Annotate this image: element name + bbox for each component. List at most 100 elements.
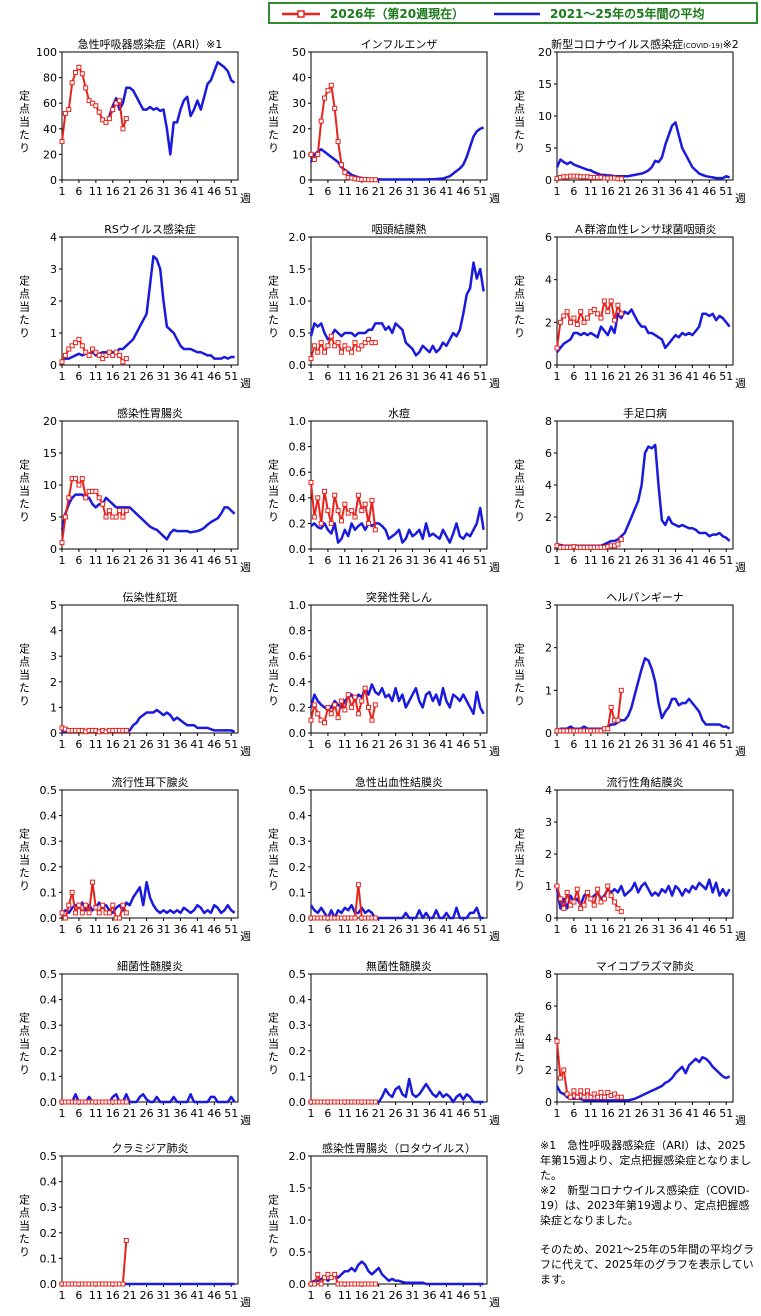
y-tick-label: 0.4 [289, 492, 307, 505]
y-tick-label: 0 [545, 1096, 552, 1109]
y-tick-label: 1.0 [289, 415, 307, 428]
data-point [554, 1038, 560, 1044]
y-axis-label: 定点当たり [267, 1193, 280, 1259]
chart-title-text: ヘルパンギーナ [606, 591, 684, 604]
y-tick-label: 4 [545, 479, 552, 492]
y-tick-label: 15 [538, 78, 552, 91]
data-point [342, 169, 348, 175]
y-tick-label: 0.6 [289, 650, 307, 663]
data-point [591, 1091, 597, 1097]
data-point [598, 315, 604, 321]
chart-title: ヘルパンギーナ [606, 591, 684, 604]
data-point [345, 346, 351, 352]
data-point [328, 82, 334, 88]
plot-frame [556, 236, 734, 366]
series-line-avg [60, 493, 236, 541]
data-point [113, 514, 119, 520]
x-tick-label: 51 [224, 738, 238, 751]
data-point [352, 340, 358, 346]
data-point [605, 1089, 611, 1095]
x-tick-label: 41 [190, 923, 204, 936]
x-axis-label: 週 [735, 561, 746, 574]
x-tick-label: 21 [123, 370, 137, 383]
chart-title-text: クラミジア肺炎 [112, 1142, 189, 1155]
chart-title-text: 無菌性髄膜炎 [366, 959, 432, 973]
footnote-3: そのため、2021～25年の5年間の平均グラフに代えて、2025年のグラフを表示… [540, 1243, 754, 1286]
chart-title: 感染性胃腸炎（ロタウイルス） [322, 1141, 476, 1155]
x-tick-label: 36 [173, 738, 187, 751]
plot-frame [61, 1155, 239, 1285]
data-point [608, 893, 614, 899]
data-point [79, 910, 85, 916]
data-point [117, 508, 123, 514]
data-point [355, 492, 361, 498]
data-point [601, 896, 607, 902]
x-tick-label: 41 [439, 738, 453, 751]
data-point [322, 488, 328, 494]
x-tick-label: 6 [570, 1107, 577, 1120]
chart-title-text: 感染性胃腸炎（ロタウイルス） [322, 1141, 476, 1155]
x-tick-label: 16 [601, 1107, 615, 1120]
y-tick-label: 0.2 [289, 701, 307, 714]
y-tick-label: 0.0 [289, 359, 307, 372]
x-tick-label: 16 [106, 923, 120, 936]
x-tick-label: 1 [308, 738, 315, 751]
x-tick-label: 6 [324, 185, 331, 198]
plot-frame [61, 236, 239, 366]
x-tick-label: 36 [173, 1107, 187, 1120]
data-point [123, 356, 129, 362]
chart-title: Ａ群溶血性レンサ球菌咽頭炎 [574, 222, 717, 236]
chart-title-small: (COVID-19) [683, 42, 723, 50]
data-point [605, 309, 611, 315]
chart-title: 細菌性髄膜炎 [117, 959, 183, 973]
y-tick-label: 0.3 [40, 1201, 58, 1214]
legend-current-marker [297, 10, 305, 18]
x-tick-label: 21 [372, 923, 386, 936]
chart-title: クラミジア肺炎 [112, 1142, 189, 1155]
data-point [342, 343, 348, 349]
chart-title-note: ※2 [723, 38, 739, 51]
y-tick-label: 4 [50, 625, 57, 638]
chart-title-text: 手足口病 [623, 406, 667, 420]
data-point [123, 1237, 129, 1243]
x-tick-label: 36 [668, 738, 682, 751]
data-point [123, 1099, 129, 1105]
x-tick-label: 16 [355, 923, 369, 936]
x-tick-label: 11 [89, 185, 103, 198]
data-point [359, 698, 365, 704]
data-point [66, 495, 72, 501]
x-tick-label: 41 [190, 185, 204, 198]
y-tick-label: 1.5 [289, 263, 307, 276]
data-point [352, 514, 358, 520]
y-tick-label: 2.0 [289, 231, 307, 244]
data-point [66, 346, 72, 352]
x-tick-label: 46 [702, 370, 716, 383]
y-tick-label: 0.1 [40, 1252, 58, 1265]
x-tick-label: 26 [389, 554, 403, 567]
plot-frame [61, 789, 239, 919]
y-tick-label: 0.2 [289, 517, 307, 530]
x-tick-label: 41 [190, 1107, 204, 1120]
data-point [612, 1091, 618, 1097]
data-point [86, 98, 92, 104]
x-tick-label: 36 [668, 370, 682, 383]
plot-frame [556, 604, 734, 734]
data-point [581, 319, 587, 325]
y-tick-label: 0.3 [289, 835, 307, 848]
x-tick-label: 26 [140, 923, 154, 936]
plot-frame [556, 51, 734, 181]
y-tick-label: 20 [43, 415, 57, 428]
data-point [83, 349, 89, 355]
x-tick-label: 21 [372, 554, 386, 567]
x-tick-label: 31 [652, 923, 666, 936]
data-point [106, 349, 112, 355]
y-tick-label: 0.2 [40, 861, 58, 874]
data-point [581, 902, 587, 908]
plot-frame [61, 604, 239, 734]
data-point [308, 356, 314, 362]
data-point [345, 692, 351, 698]
data-point [76, 64, 82, 70]
x-tick-label: 51 [719, 554, 733, 567]
data-point [96, 109, 102, 115]
